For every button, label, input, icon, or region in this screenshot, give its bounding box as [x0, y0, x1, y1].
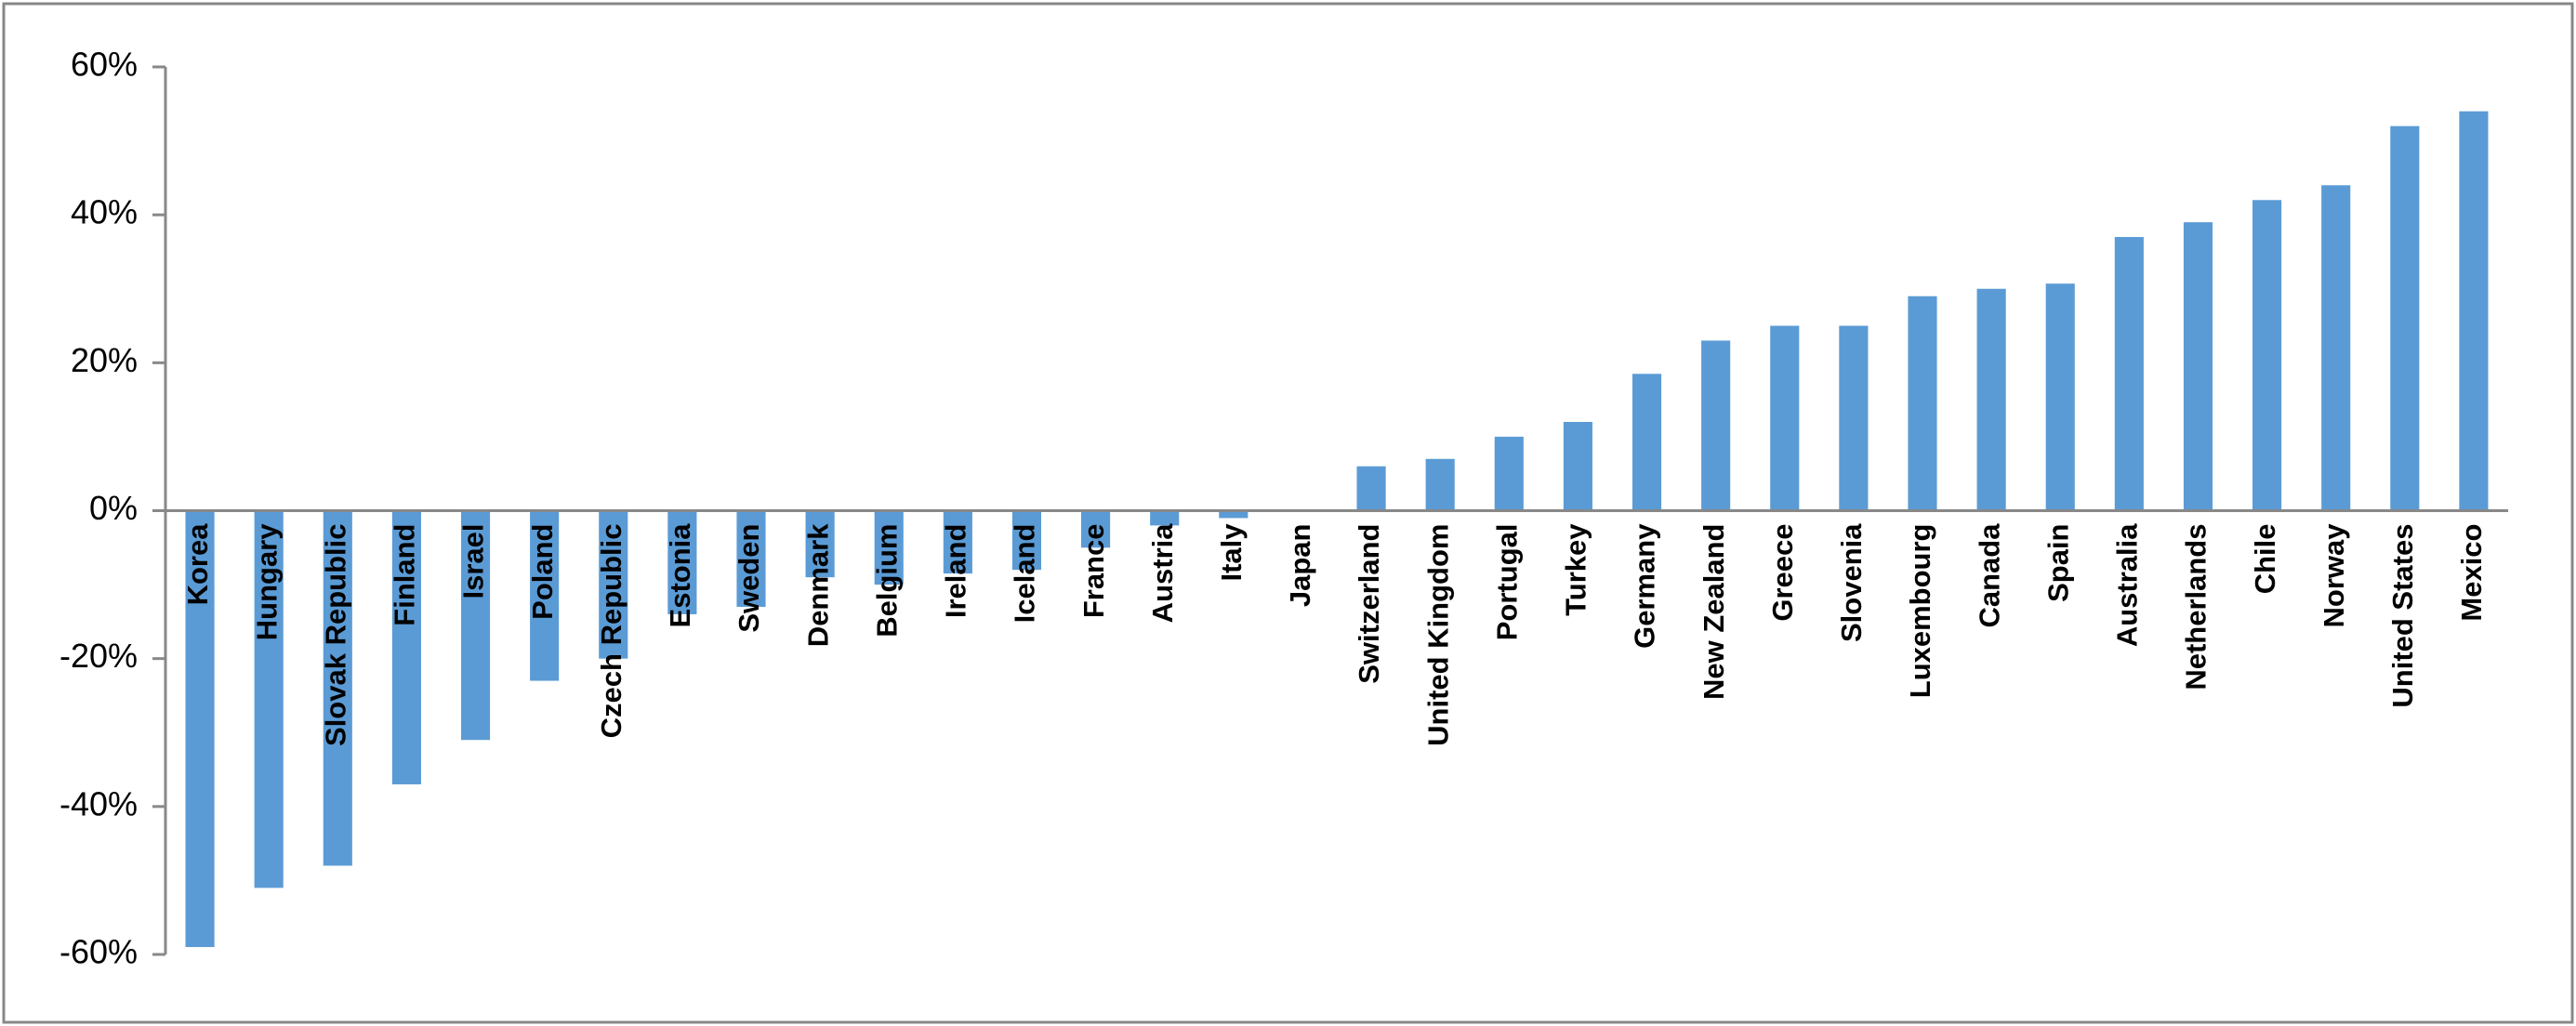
- x-tick-label: Slovenia: [1835, 523, 1868, 642]
- x-tick-label: Canada: [1973, 523, 2005, 628]
- x-tick-label: Denmark: [801, 523, 834, 647]
- bar: [530, 510, 560, 681]
- x-tick-label: Slovak Republic: [319, 524, 351, 746]
- x-tick-label: Austria: [1146, 523, 1179, 624]
- x-tick-label: Greece: [1766, 524, 1799, 622]
- bar: [1631, 374, 1662, 511]
- x-tick-label: Poland: [526, 524, 559, 620]
- x-tick-label: France: [1077, 524, 1110, 619]
- x-tick-label: Spain: [2041, 524, 2074, 602]
- bar: [391, 510, 421, 784]
- y-tick-label: 40%: [71, 193, 138, 231]
- y-tick-label: -60%: [59, 933, 138, 971]
- bar: [2390, 125, 2420, 511]
- x-tick-label: Australia: [2111, 523, 2144, 647]
- bar: [460, 510, 491, 741]
- bar: [1494, 436, 1524, 511]
- bar: [185, 510, 215, 948]
- x-tick-label: Ireland: [940, 524, 972, 619]
- bar: [323, 510, 352, 866]
- bar: [2459, 111, 2489, 511]
- bar: [2045, 283, 2075, 511]
- x-tick-label: Germany: [1629, 523, 1661, 649]
- y-tick-label: 20%: [71, 341, 138, 379]
- bar: [1150, 510, 1180, 526]
- x-tick-label: Japan: [1284, 524, 1316, 608]
- bar: [1563, 422, 1592, 511]
- bar: [2114, 237, 2144, 511]
- bar: [2252, 200, 2282, 511]
- bar: [1701, 340, 1731, 511]
- bar: [1356, 466, 1386, 511]
- x-tick-label: New Zealand: [1698, 524, 1730, 701]
- bar: [943, 510, 972, 574]
- bar: [667, 510, 697, 614]
- bar: [1839, 325, 1869, 511]
- y-tick-label: 60%: [71, 46, 138, 84]
- bar: [1770, 325, 1800, 511]
- bar: [254, 510, 284, 888]
- x-tick-label: Turkey: [1560, 523, 1592, 616]
- y-tick-label: -20%: [59, 637, 138, 675]
- bar: [2321, 185, 2351, 511]
- x-tick-label: Iceland: [1009, 524, 1041, 624]
- x-tick-label: Hungary: [250, 523, 283, 641]
- bar: [2183, 222, 2213, 511]
- bar: [874, 510, 904, 585]
- x-tick-label: Netherlands: [2180, 524, 2213, 691]
- bar: [1976, 288, 2006, 511]
- bar: [1081, 510, 1111, 548]
- x-tick-label: Switzerland: [1353, 524, 1385, 684]
- x-tick-label: Finland: [389, 524, 421, 626]
- x-tick-label: United Kingdom: [1421, 524, 1454, 746]
- bar: [1425, 458, 1455, 511]
- x-tick-label: Portugal: [1490, 524, 1523, 641]
- x-tick-label: Norway: [2318, 523, 2350, 628]
- x-tick-label: Israel: [457, 524, 490, 599]
- bar: [599, 510, 628, 659]
- bar: [736, 510, 766, 607]
- x-tick-label: Czech Republic: [595, 524, 627, 739]
- x-tick-label: Chile: [2249, 524, 2281, 595]
- bar: [1011, 510, 1042, 571]
- bar: [805, 510, 835, 578]
- x-tick-label: Luxembourg: [1904, 524, 1936, 699]
- y-tick-label: -40%: [59, 784, 138, 822]
- x-tick-label: Sweden: [733, 524, 765, 633]
- x-tick-label: Estonia: [664, 523, 696, 628]
- x-tick-label: United States: [2386, 524, 2419, 708]
- x-tick-label: Italy: [1215, 523, 1248, 582]
- bar: [1908, 296, 1937, 511]
- bar: [1219, 510, 1248, 519]
- x-tick-label: Belgium: [870, 524, 903, 638]
- y-tick-label: 0%: [89, 489, 138, 527]
- x-tick-label: Korea: [181, 523, 214, 606]
- x-tick-label: Mexico: [2455, 524, 2488, 622]
